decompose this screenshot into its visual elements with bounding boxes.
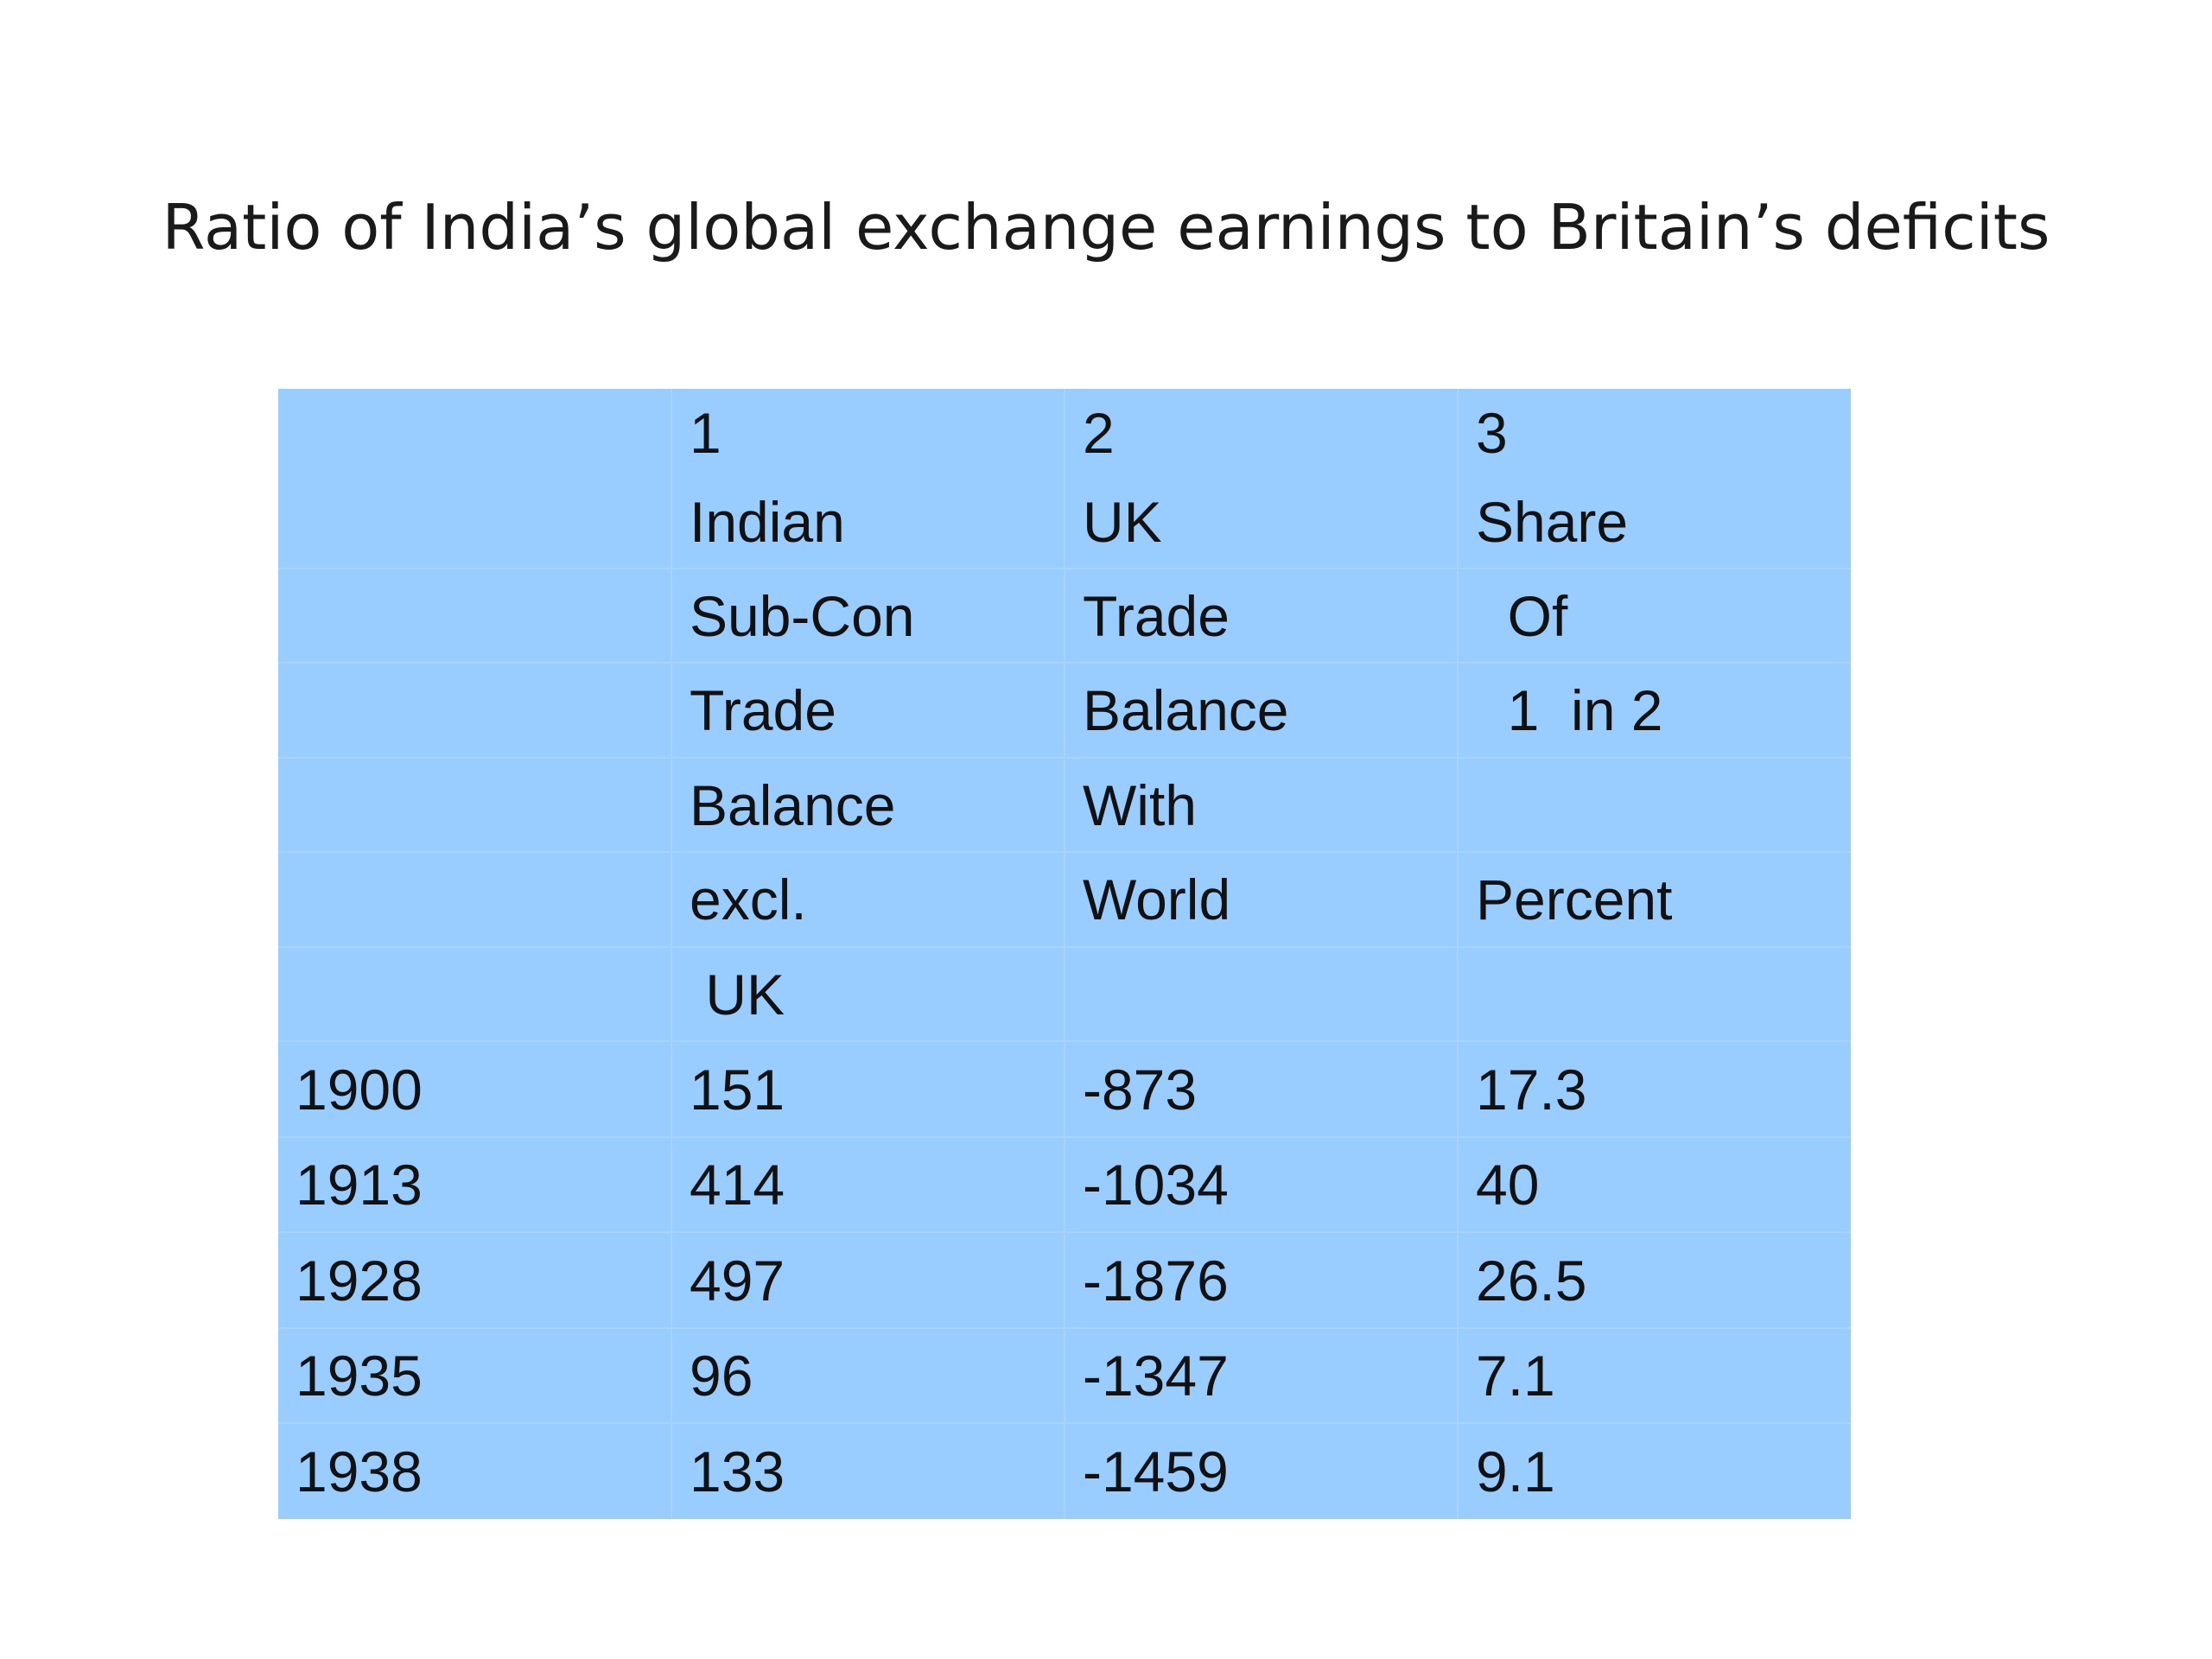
share-cell: 7.1 (1457, 1326, 1851, 1424)
table-row: 1935 96 -1347 7.1 (278, 1326, 1851, 1424)
year-cell: 1935 (278, 1326, 671, 1424)
year-cell: 1900 (278, 1040, 671, 1137)
uk-balance-cell: -873 (1064, 1040, 1458, 1137)
header-cell: UK (671, 945, 1065, 1042)
header-row: excl. World Percent (278, 851, 1851, 947)
table-row: 1928 497 -1876 26.5 (278, 1231, 1851, 1328)
uk-balance-cell: -1347 (1064, 1326, 1458, 1424)
uk-balance-cell: -1034 (1064, 1135, 1458, 1233)
header-cell: 2 UK (1064, 389, 1458, 569)
header-cell: Balance (671, 756, 1065, 853)
header-cell: Balance (1064, 662, 1458, 758)
header-cell: Of (1457, 567, 1851, 664)
share-cell: 9.1 (1457, 1422, 1851, 1519)
share-cell: 40 (1457, 1135, 1851, 1233)
share-cell: 17.3 (1457, 1040, 1851, 1137)
year-cell: 1938 (278, 1422, 671, 1519)
header-cell: 1 Indian (671, 389, 1065, 569)
uk-balance-cell: -1876 (1064, 1231, 1458, 1328)
header-cell-text: 1 Indian (690, 401, 845, 555)
uk-balance-cell: -1459 (1064, 1422, 1458, 1519)
india-balance-cell: 151 (671, 1040, 1065, 1137)
header-cell: World (1064, 851, 1458, 947)
header-row: 1 Indian 2 UK 3 Share (278, 389, 1851, 569)
header-cell-text: 2 UK (1083, 401, 1162, 555)
header-cell (278, 567, 671, 664)
year-cell: 1913 (278, 1135, 671, 1233)
india-balance-cell: 133 (671, 1422, 1065, 1519)
header-cell (278, 851, 671, 947)
header-cell (1457, 756, 1851, 853)
header-cell (278, 756, 671, 853)
header-cell (278, 662, 671, 758)
slide-title: Ratio of India’s global exchange earning… (162, 191, 2050, 264)
header-cell: excl. (671, 851, 1065, 947)
header-cell: 3 Share (1457, 389, 1851, 569)
table-row: 1900 151 -873 17.3 (278, 1040, 1851, 1137)
header-row: Trade Balance 1 in 2 (278, 662, 1851, 758)
header-cell: 1 in 2 (1457, 662, 1851, 758)
header-cell-text: 3 Share (1476, 401, 1629, 555)
header-cell (278, 945, 671, 1042)
india-balance-cell: 497 (671, 1231, 1065, 1328)
header-row: Sub-Con Trade Of (278, 567, 1851, 664)
share-cell: 26.5 (1457, 1231, 1851, 1328)
trade-balance-table: 1 Indian 2 UK 3 Share Sub-Con Trade Of T… (278, 389, 1851, 1519)
header-cell (278, 389, 671, 569)
header-row: UK (278, 945, 1851, 1042)
header-cell: Trade (671, 662, 1065, 758)
header-cell: Percent (1457, 851, 1851, 947)
header-row: Balance With (278, 756, 1851, 853)
header-cell (1064, 945, 1458, 1042)
table-row: 1938 133 -1459 9.1 (278, 1422, 1851, 1519)
header-cell (1457, 945, 1851, 1042)
india-balance-cell: 414 (671, 1135, 1065, 1233)
table-row: 1913 414 -1034 40 (278, 1135, 1851, 1233)
year-cell: 1928 (278, 1231, 671, 1328)
header-cell: Trade (1064, 567, 1458, 664)
header-cell: Sub-Con (671, 567, 1065, 664)
india-balance-cell: 96 (671, 1326, 1065, 1424)
header-cell: With (1064, 756, 1458, 853)
